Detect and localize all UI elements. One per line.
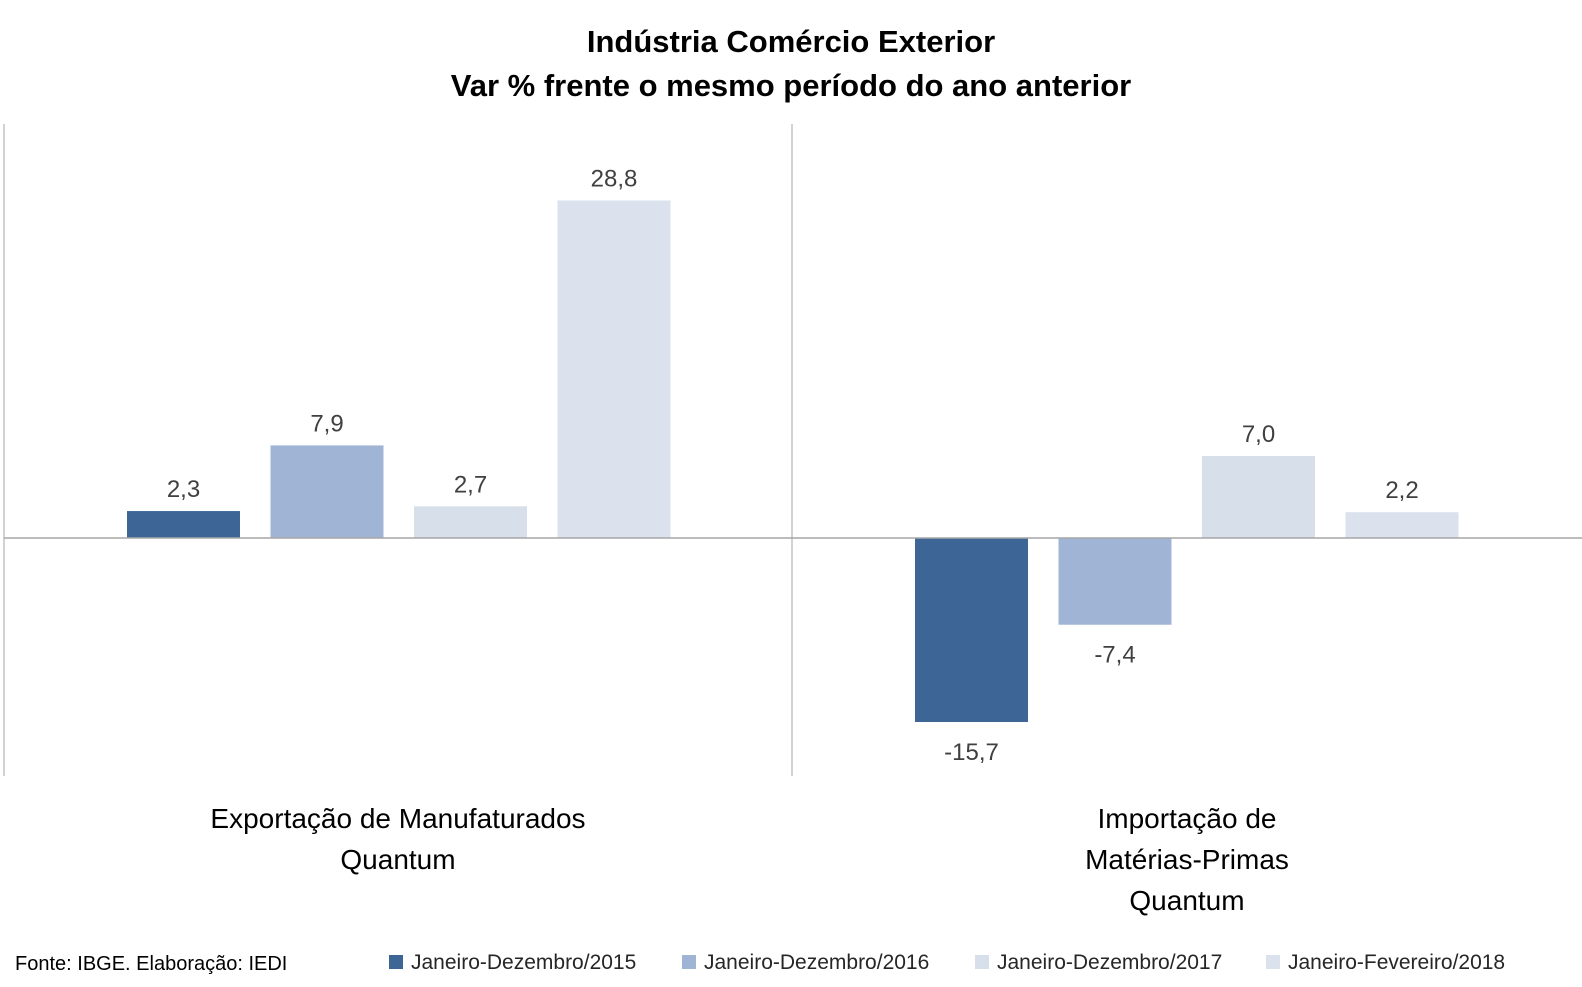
legend-item-3: Janeiro-Dezembro/2017	[975, 951, 1222, 974]
source-note: Fonte: IBGE. Elaboração: IEDI	[15, 953, 287, 975]
bar-series-1-category-2	[915, 538, 1028, 723]
category-labels-group: Exportação de Manufaturados Quantum Import…	[210, 803, 1288, 916]
data-label-series-1-category-2: -15,7	[944, 739, 999, 766]
legend-swatch-4	[1266, 955, 1280, 969]
bar-series-2-category-1	[270, 445, 384, 538]
bar-series-2-category-2	[1058, 538, 1172, 625]
data-label-series-2-category-1: 7,9	[310, 410, 343, 437]
category-label-2-line-3: Quantum	[1129, 885, 1244, 916]
data-label-series-1-category-1: 2,3	[167, 476, 200, 503]
legend-item-1: Janeiro-Dezembro/2015	[389, 951, 636, 974]
data-label-series-4-category-1: 28,8	[591, 165, 638, 192]
legend-swatch-1	[389, 955, 403, 969]
category-label-2-line-2: Matérias-Primas	[1085, 844, 1289, 875]
bar-series-1-category-1	[127, 511, 240, 538]
legend-label-3: Janeiro-Dezembro/2017	[997, 951, 1222, 974]
bar-series-4-category-2	[1345, 512, 1459, 538]
legend-item-4: Janeiro-Fevereiro/2018	[1266, 951, 1505, 974]
legend-label-2: Janeiro-Dezembro/2016	[704, 951, 929, 974]
legend: Janeiro-Dezembro/2015 Janeiro-Dezembro/20…	[389, 951, 1505, 974]
category-label-1-line-2: Quantum	[340, 844, 455, 875]
chart-title-line-2: Var % frente o mesmo período do ano ante…	[451, 68, 1131, 103]
data-label-series-4-category-2: 2,2	[1385, 477, 1418, 504]
category-label-1-line-1: Exportação de Manufaturados	[210, 803, 585, 834]
data-label-series-3-category-1: 2,7	[454, 471, 487, 498]
chart-title-line-1: Indústria Comércio Exterior	[587, 24, 995, 59]
legend-swatch-3	[975, 955, 989, 969]
bars-group	[127, 200, 1459, 723]
legend-label-1: Janeiro-Dezembro/2015	[411, 951, 636, 974]
category-label-2-line-1: Importação de	[1098, 803, 1277, 834]
legend-label-4: Janeiro-Fevereiro/2018	[1288, 951, 1505, 974]
legend-item-2: Janeiro-Dezembro/2016	[682, 951, 929, 974]
bar-series-4-category-1	[557, 200, 671, 539]
legend-swatch-2	[682, 955, 696, 969]
data-label-series-2-category-2: -7,4	[1094, 642, 1135, 669]
bar-series-3-category-2	[1202, 455, 1315, 538]
bar-series-3-category-1	[414, 506, 527, 538]
data-label-series-3-category-2: 7,0	[1242, 421, 1275, 448]
data-labels-group: 2,3 -15,7 7,9 -7,4 2,7 7,0 28,8 2,2	[167, 165, 1419, 766]
